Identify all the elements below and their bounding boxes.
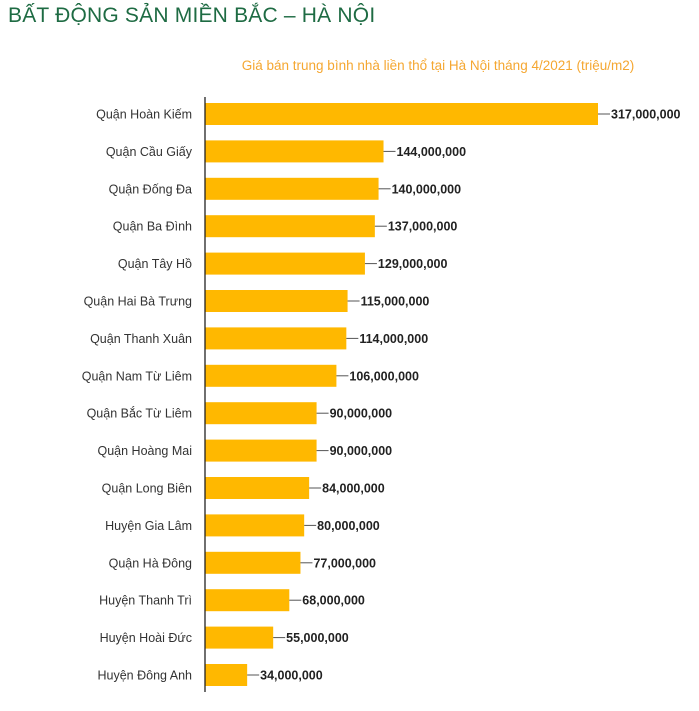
category-label: Quận Cầu Giấy xyxy=(106,145,193,159)
data-label: 55,000,000 xyxy=(286,631,349,645)
bar xyxy=(205,514,305,537)
page-title: BẤT ĐỘNG SẢN MIỀN BẮC – HÀ NỘI xyxy=(8,4,376,27)
bar xyxy=(205,327,347,350)
bar xyxy=(205,551,301,574)
data-label: 77,000,000 xyxy=(313,556,376,570)
bar xyxy=(205,290,348,312)
bar xyxy=(205,439,317,462)
data-label: 34,000,000 xyxy=(260,669,323,683)
data-label: 129,000,000 xyxy=(378,257,448,271)
bar xyxy=(205,103,598,125)
bar xyxy=(205,177,379,200)
bar xyxy=(205,477,310,499)
category-label: Quận Ba Đình xyxy=(113,220,192,234)
data-label: 68,000,000 xyxy=(302,594,365,608)
bar xyxy=(205,140,384,163)
bar xyxy=(205,589,290,612)
bar xyxy=(205,252,365,275)
category-label: Huyện Gia Lâm xyxy=(105,519,192,533)
data-label: 80,000,000 xyxy=(317,519,380,533)
data-label: 84,000,000 xyxy=(322,482,385,496)
data-label: 90,000,000 xyxy=(330,407,393,421)
category-label: Quận Bắc Từ Liêm xyxy=(87,406,192,421)
category-label: Quận Long Biên xyxy=(102,482,192,496)
category-label: Quận Hoàng Mai xyxy=(97,444,192,458)
data-label: 115,000,000 xyxy=(361,295,430,309)
category-label: Quận Hai Bà Trưng xyxy=(84,295,192,309)
category-label: Quận Tây Hồ xyxy=(118,257,192,271)
category-label: Quận Đống Đa xyxy=(109,182,192,196)
category-label: Huyện Hoài Đức xyxy=(100,631,192,645)
bar xyxy=(205,364,337,387)
bar xyxy=(205,215,375,238)
data-label: 106,000,000 xyxy=(349,369,419,383)
data-label: 90,000,000 xyxy=(330,444,393,458)
data-label: 140,000,000 xyxy=(392,182,462,196)
data-label: 114,000,000 xyxy=(359,332,428,346)
category-label: Quận Thanh Xuân xyxy=(90,332,192,346)
category-label: Huyện Đông Anh xyxy=(97,669,192,683)
bar xyxy=(205,402,317,425)
chart-title: Giá bán trung bình nhà liền thổ tại Hà N… xyxy=(241,58,635,73)
data-label: 137,000,000 xyxy=(388,220,458,234)
category-label: Quận Hà Đông xyxy=(109,556,192,570)
data-label: 144,000,000 xyxy=(397,145,467,159)
bar xyxy=(205,664,248,686)
data-label: 317,000,000 xyxy=(611,108,681,122)
category-label: Quận Nam Từ Liêm xyxy=(82,369,192,383)
category-label: Quận Hoàn Kiếm xyxy=(96,108,192,122)
bar xyxy=(205,626,274,649)
category-label: Huyện Thanh Trì xyxy=(99,594,192,608)
